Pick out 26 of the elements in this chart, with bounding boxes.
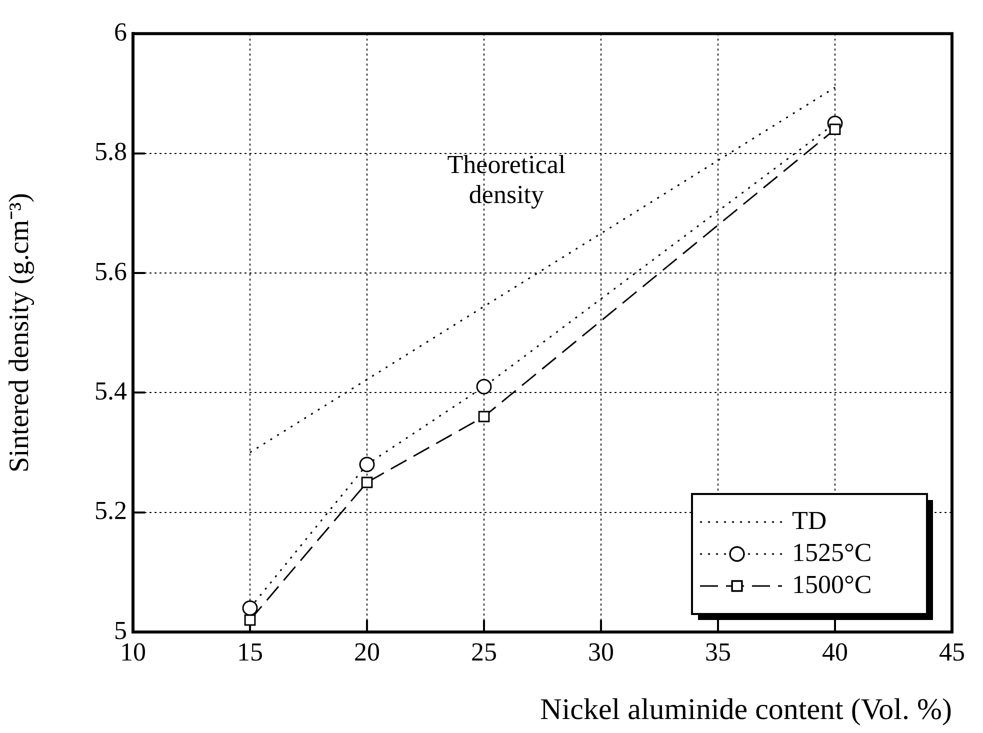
point	[476, 378, 492, 394]
x-tick-label: 30	[588, 637, 614, 666]
point	[359, 456, 375, 472]
legend-label: 1500°C	[792, 570, 872, 599]
point	[829, 124, 841, 136]
x-tick-label: 40	[822, 637, 848, 666]
point	[244, 614, 256, 626]
y-tick-label: 5	[114, 616, 127, 645]
x-tick-label: 25	[471, 637, 497, 666]
y-tick-label: 5.6	[94, 256, 127, 286]
y-tick-label: 5.8	[94, 137, 127, 166]
x-tick-label: 15	[237, 637, 263, 666]
y-tick-label: 6	[114, 17, 127, 46]
x-axis-title: Nickel aluminide content (Vol. %)	[540, 692, 952, 726]
y-tick-label: 5.2	[94, 496, 127, 526]
point	[242, 600, 258, 616]
point	[478, 410, 490, 422]
legend-label: 1525°C	[792, 538, 872, 567]
y-tick-label: 5.4	[94, 376, 127, 406]
legend-label: TD	[792, 506, 827, 535]
point	[361, 476, 373, 488]
y-axis-title: Sintered density (g.cm⁻³)	[4, 193, 36, 473]
annotation: Theoretical density	[447, 150, 566, 209]
x-tick-label: 45	[939, 637, 965, 666]
x-tick-label: 20	[354, 637, 380, 666]
x-tick-label: 35	[705, 637, 731, 666]
